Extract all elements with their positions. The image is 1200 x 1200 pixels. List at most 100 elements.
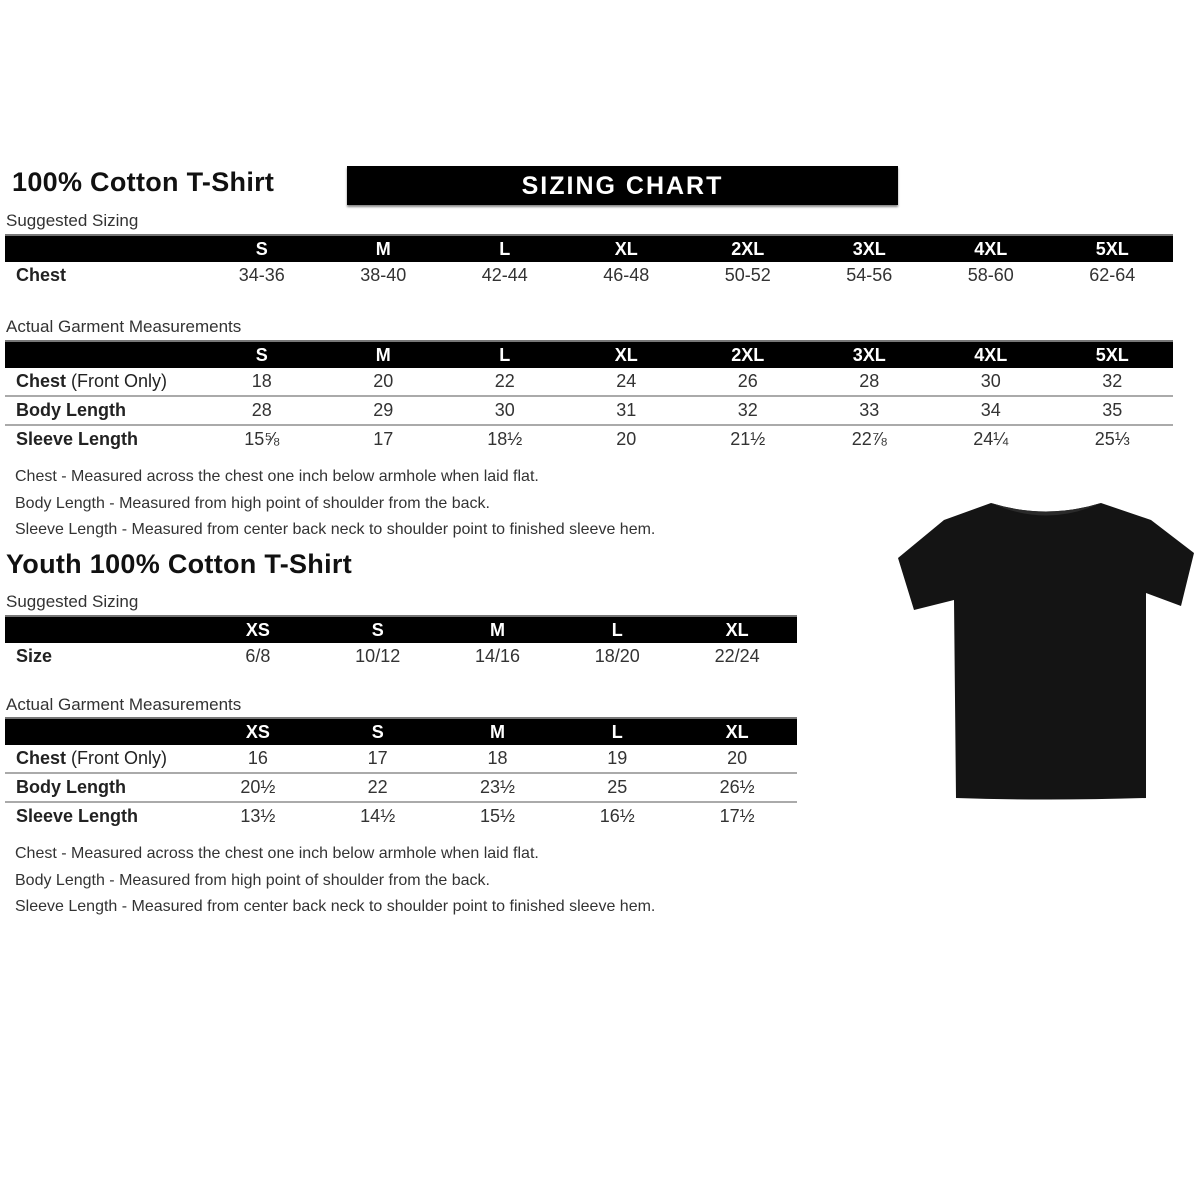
cell-xl: 20 [677, 745, 797, 774]
cell-4xl: 30 [930, 368, 1052, 397]
size-header-row: S M L XL 2XL 3XL 4XL 5XL [5, 234, 1173, 262]
youth-suggested-table: XS S M L XL Size 6/8 10/12 14/16 18/20 22/24 [5, 615, 797, 670]
cell-xl: 46-48 [603, 265, 650, 285]
adult-title: 100% Cotton T-Shirt [12, 167, 275, 197]
row-label: Body Length [5, 773, 198, 803]
cell-xs: 16 [198, 745, 318, 774]
cell-4xl: 34 [930, 396, 1052, 426]
size-header-l: L [444, 340, 566, 368]
row-label-text: Sleeve Length [16, 429, 139, 449]
cell-l: 30 [444, 396, 566, 426]
row-label-suffix: (Front Only) [66, 371, 168, 391]
adult-notes: Chest - Measured across the chest one in… [15, 464, 655, 544]
cell-l: 16½ [599, 806, 635, 826]
size-header-s: S [201, 340, 323, 368]
size-header-m: M [322, 234, 444, 262]
size-header-xl: XL [565, 340, 687, 368]
row-label: Body Length [5, 396, 201, 426]
size-header-4xl: 4XL [930, 234, 1052, 262]
cell-xl: 24 [565, 368, 687, 397]
size-header-m: M [437, 615, 558, 643]
cell-l: 42-44 [481, 265, 528, 285]
cell-m: 38-40 [360, 265, 407, 285]
adult-actual-label: Actual Garment Measurements [6, 317, 242, 336]
table-row: Size 6/8 10/12 14/16 18/20 22/24 [5, 643, 797, 670]
row-label: Chest (Front Only) [5, 368, 201, 397]
size-header-l: L [444, 234, 566, 262]
cell-5xl: 32 [1051, 368, 1173, 397]
size-header-s: S [317, 615, 438, 643]
cell-s: 17 [317, 745, 438, 774]
row-label-suffix: (Front Only) [66, 748, 168, 768]
cell-xl: 26½ [677, 773, 797, 803]
size-header-l: L [557, 615, 678, 643]
youth-title: Youth 100% Cotton T-Shirt [6, 549, 352, 579]
header-blank [5, 717, 198, 745]
note-chest: Chest - Measured across the chest one in… [15, 845, 539, 862]
cell-3xl: 28 [808, 368, 930, 397]
size-header-4xl: 4XL [930, 340, 1052, 368]
cell-l: 19 [557, 745, 678, 774]
size-header-xl: XL [677, 717, 797, 745]
youth-suggested-label: Suggested Sizing [6, 592, 139, 611]
size-header-row: XS S M L XL [5, 615, 797, 643]
cell-m: 18 [437, 745, 558, 774]
cell-l: 25 [557, 773, 678, 803]
cell-m: 23½ [437, 773, 558, 803]
cell-xl: 31 [565, 396, 687, 426]
table-row: Body Length 20½ 22 23½ 25 26½ [5, 773, 797, 803]
cell-s: 10/12 [355, 646, 401, 666]
adult-actual-table: S M L XL 2XL 3XL 4XL 5XL Chest (Front Only) 18 20 2… [5, 340, 1173, 453]
row-label-text: Chest [16, 748, 67, 768]
size-header-row: S M L XL 2XL 3XL 4XL 5XL [5, 340, 1173, 368]
cell-m: 14/16 [474, 646, 521, 666]
adult-suggested-table: S M L XL 2XL 3XL 4XL 5XL Chest 34-36 38-40 42-44 46-… [5, 234, 1173, 289]
adult-suggested-label: Suggested Sizing [6, 211, 139, 230]
sizing-chart-banner: SIZING CHART [347, 166, 898, 205]
cell-2xl: 32 [687, 396, 809, 426]
cell-m: 15½ [479, 806, 516, 826]
cell-l: 18½ [487, 429, 523, 449]
table-row: Sleeve Length 15⅝ 17 18½ 20 21½ 22⅞ 24¼ 25⅓ [5, 425, 1173, 453]
cell-s: 18 [201, 368, 323, 397]
size-header-3xl: 3XL [808, 234, 930, 262]
row-label: Sleeve Length [5, 425, 201, 453]
size-header-xs: XS [198, 717, 318, 745]
note-sleeve-length: Sleeve Length - Measured from center bac… [15, 521, 656, 538]
cell-5xl: 62-64 [1089, 265, 1136, 285]
cell-m: 20 [322, 368, 444, 397]
size-header-xl: XL [565, 234, 687, 262]
cell-xl: 22/24 [714, 646, 760, 666]
cell-2xl: 21½ [730, 429, 766, 449]
row-label-text: Chest [16, 265, 67, 285]
size-header-m: M [437, 717, 558, 745]
header-blank [5, 234, 201, 262]
row-label-text: Sleeve Length [16, 806, 139, 826]
cell-s: 14½ [360, 806, 396, 826]
row-label: Chest (Front Only) [5, 745, 198, 774]
size-header-5xl: 5XL [1051, 340, 1173, 368]
size-header-xl: XL [677, 615, 797, 643]
row-label-text: Body Length [16, 777, 126, 797]
size-header-m: M [322, 340, 444, 368]
cell-5xl: 25⅓ [1094, 429, 1130, 449]
cell-s: 15⅝ [244, 429, 280, 449]
header-blank [5, 340, 201, 368]
cell-m: 17 [373, 429, 394, 449]
row-label: Sleeve Length [5, 802, 198, 830]
row-label: Chest [5, 262, 201, 289]
note-body-length: Body Length - Measured from high point o… [15, 871, 490, 889]
note-body-length: Body Length - Measured from high point o… [15, 494, 490, 512]
note-sleeve-length: Sleeve Length - Measured from center bac… [15, 898, 656, 915]
row-label-text: Size [16, 646, 53, 666]
youth-actual-label: Actual Garment Measurements [6, 695, 242, 714]
size-header-xs: XS [198, 615, 318, 643]
cell-s: 34-36 [238, 265, 285, 285]
header-blank [5, 615, 198, 643]
size-header-2xl: 2XL [687, 340, 809, 368]
row-label: Size [5, 643, 198, 670]
cell-3xl: 54-56 [846, 265, 893, 285]
cell-xs: 13½ [240, 806, 276, 826]
size-header-s: S [201, 234, 323, 262]
cell-l: 18/20 [594, 646, 640, 666]
